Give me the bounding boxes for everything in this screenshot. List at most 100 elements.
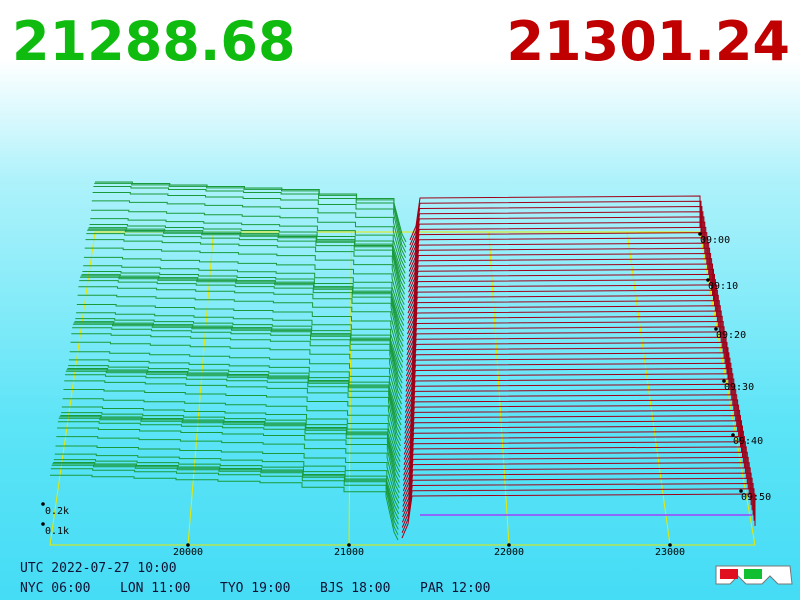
bid-depth-line bbox=[73, 322, 403, 384]
tick-dot bbox=[186, 543, 190, 547]
price-grid-line bbox=[348, 231, 353, 546]
time-tick-label: 09:10 bbox=[708, 281, 738, 292]
bid-depth-line bbox=[72, 327, 403, 394]
bid-depth-line bbox=[65, 374, 402, 441]
bid-depth-line bbox=[87, 228, 406, 290]
bid-depth-line bbox=[69, 351, 402, 410]
bid-depth-line bbox=[55, 445, 400, 504]
price-grid-line bbox=[187, 231, 214, 546]
city-time: PAR 12:00 bbox=[420, 581, 490, 596]
price-tick-label: 21000 bbox=[334, 547, 364, 558]
bid-depth-line bbox=[50, 468, 399, 536]
bid-depth-line bbox=[82, 271, 405, 326]
bid-depth-line bbox=[50, 474, 399, 541]
bid-depth-line bbox=[90, 218, 406, 274]
bid-depth-line bbox=[66, 369, 402, 431]
bid-depth-line bbox=[74, 321, 403, 379]
bid-depth-line bbox=[75, 318, 403, 373]
time-tick-label: 09:00 bbox=[700, 235, 730, 246]
time-tick-label: 09:50 bbox=[741, 492, 771, 503]
ask-depth-line bbox=[401, 488, 755, 533]
axis-labels: 20000 21000 22000 23000 09:00 09:10 09:20 09:30… bbox=[41, 232, 771, 558]
bid-depth-line bbox=[86, 233, 405, 300]
city-time: NYC 06:00 bbox=[20, 581, 90, 596]
bid-depth-line bbox=[83, 256, 405, 316]
bid-depth-line bbox=[56, 436, 400, 499]
tick-dot bbox=[714, 327, 718, 331]
grid bbox=[49, 231, 756, 546]
tick-dot bbox=[668, 543, 672, 547]
bid-depth-line bbox=[54, 453, 400, 509]
bid-depth-line bbox=[85, 239, 405, 305]
bid-depth-line bbox=[59, 416, 401, 478]
bid-depth-line bbox=[68, 359, 402, 415]
bid-depth-line bbox=[76, 304, 404, 363]
ask-price: 21301.24 bbox=[506, 10, 790, 73]
bid-depth-line bbox=[91, 200, 406, 264]
volume-tick-label: 0.2k bbox=[45, 506, 69, 517]
bid-depth-line bbox=[63, 389, 401, 452]
city-time: BJS 18:00 bbox=[320, 581, 390, 596]
bid-depth-line bbox=[72, 323, 403, 389]
bid-depth-line bbox=[65, 370, 402, 436]
bid-depth-line bbox=[61, 412, 401, 468]
tick-dot bbox=[347, 543, 351, 547]
bid-depth-line bbox=[61, 406, 401, 462]
price-tick-label: 23000 bbox=[655, 547, 685, 558]
floor-frame bbox=[49, 231, 756, 546]
tick-dot bbox=[722, 379, 726, 383]
city-time: TYO 19:00 bbox=[220, 581, 290, 596]
bid-depth-line bbox=[57, 421, 400, 488]
bid-depth-line bbox=[80, 275, 404, 337]
utc-time: UTC 2022-07-27 10:00 bbox=[20, 561, 177, 576]
bid-depth-line bbox=[78, 286, 404, 353]
bid-depth-line bbox=[87, 229, 406, 295]
price-grid-line bbox=[488, 231, 510, 546]
bid-depth-line bbox=[57, 427, 400, 494]
bid-depth-line bbox=[77, 294, 404, 358]
time-tick-label: 09:40 bbox=[733, 436, 763, 447]
tick-dot bbox=[507, 543, 511, 547]
bid-depth-line bbox=[89, 224, 406, 279]
price-grid-line bbox=[626, 231, 671, 546]
tick-dot bbox=[698, 232, 702, 236]
tick-dot bbox=[739, 489, 743, 493]
bid-depth-line bbox=[64, 380, 401, 447]
bid-depth-line bbox=[81, 274, 405, 332]
time-tick-label: 09:30 bbox=[724, 382, 754, 393]
bid-depth-line bbox=[76, 312, 404, 368]
ask-depth-line bbox=[401, 493, 756, 539]
city-times: NYC 06:00 LON 11:00 TYO 19:00 BJS 18:00 PAR … bbox=[20, 581, 490, 596]
bid-depth-line bbox=[60, 415, 401, 473]
bid-depth-line bbox=[53, 462, 400, 520]
depth-lines bbox=[50, 181, 756, 541]
bid-depth-line bbox=[93, 186, 407, 253]
bid-depth-line bbox=[70, 341, 403, 405]
bid-price: 21288.68 bbox=[12, 10, 296, 73]
bid-depth-line bbox=[84, 247, 405, 311]
bid-depth-line bbox=[94, 182, 407, 248]
bid-depth-line bbox=[58, 417, 400, 483]
city-time: LON 11:00 bbox=[120, 581, 190, 596]
bid-depth-line bbox=[71, 333, 403, 400]
bid-depth-line bbox=[80, 276, 404, 342]
bid-depth-line bbox=[95, 181, 407, 243]
bid-depth-line bbox=[52, 463, 399, 525]
volume-tick-label: 0.1k bbox=[45, 526, 69, 537]
bid-depth-line bbox=[62, 398, 401, 457]
bid-depth-line bbox=[68, 365, 402, 421]
tick-dot bbox=[41, 522, 45, 526]
price-tick-label: 20000 bbox=[173, 547, 203, 558]
bid-depth-line bbox=[88, 227, 406, 285]
tick-dot bbox=[731, 433, 735, 437]
time-tick-label: 09:20 bbox=[716, 330, 746, 341]
bid-depth-line bbox=[92, 192, 407, 258]
bid-depth-line bbox=[51, 464, 399, 530]
tick-dot bbox=[41, 502, 45, 506]
bid-depth-line bbox=[53, 459, 400, 515]
bid-depth-line bbox=[83, 265, 405, 321]
bid-depth-line bbox=[79, 280, 404, 347]
tick-dot bbox=[706, 278, 710, 282]
